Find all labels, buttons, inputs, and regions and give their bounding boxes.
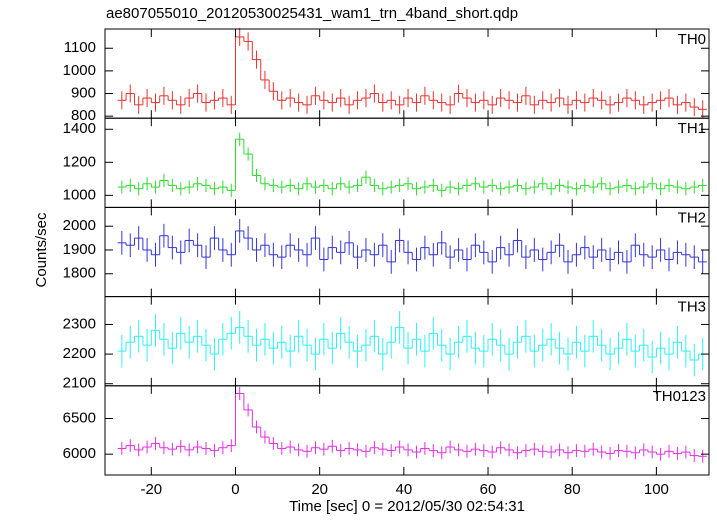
panel-frame [104, 117, 710, 208]
y-tick-label: 1900 [63, 241, 96, 258]
x-tick-label: 100 [644, 481, 669, 498]
x-axis-label: Time [sec] 0 = 2012/05/30 02:54:31 [289, 498, 525, 515]
y-tick-label: 2300 [63, 315, 96, 332]
chart-title: ae807055010_20120530025431_wam1_trn_4ban… [106, 5, 518, 22]
x-tick-label: 80 [564, 481, 581, 498]
panel-label: TH0 [678, 31, 706, 48]
panel-label: TH2 [678, 209, 706, 226]
x-tick-label: 40 [395, 481, 412, 498]
x-tick-label: 0 [231, 481, 239, 498]
y-tick-label: 2100 [63, 375, 96, 392]
x-tick-label: 60 [480, 481, 497, 498]
panel-label: TH0123 [653, 388, 706, 405]
panel-label: TH3 [678, 299, 706, 316]
y-tick-label: 2200 [63, 345, 96, 362]
y-tick-label: 900 [71, 84, 96, 101]
y-tick-label: 1400 [63, 120, 96, 137]
y-tick-label: 1100 [64, 39, 96, 56]
x-tick-label: 20 [311, 481, 328, 498]
y-tick-label: 800 [71, 107, 96, 124]
panel-label: TH1 [678, 120, 706, 137]
y-tick-label: 6500 [63, 409, 96, 426]
y-tick-label: 1000 [63, 62, 96, 79]
x-tick-label: -20 [140, 481, 162, 498]
y-tick-label: 2000 [63, 217, 96, 234]
y-tick-label: 1800 [63, 265, 96, 282]
y-tick-label: 1000 [63, 186, 96, 203]
panel-frame [104, 385, 710, 476]
y-axis-label: Counts/sec [33, 212, 50, 288]
y-tick-label: 6000 [63, 445, 96, 462]
y-tick-label: 1200 [63, 153, 96, 170]
